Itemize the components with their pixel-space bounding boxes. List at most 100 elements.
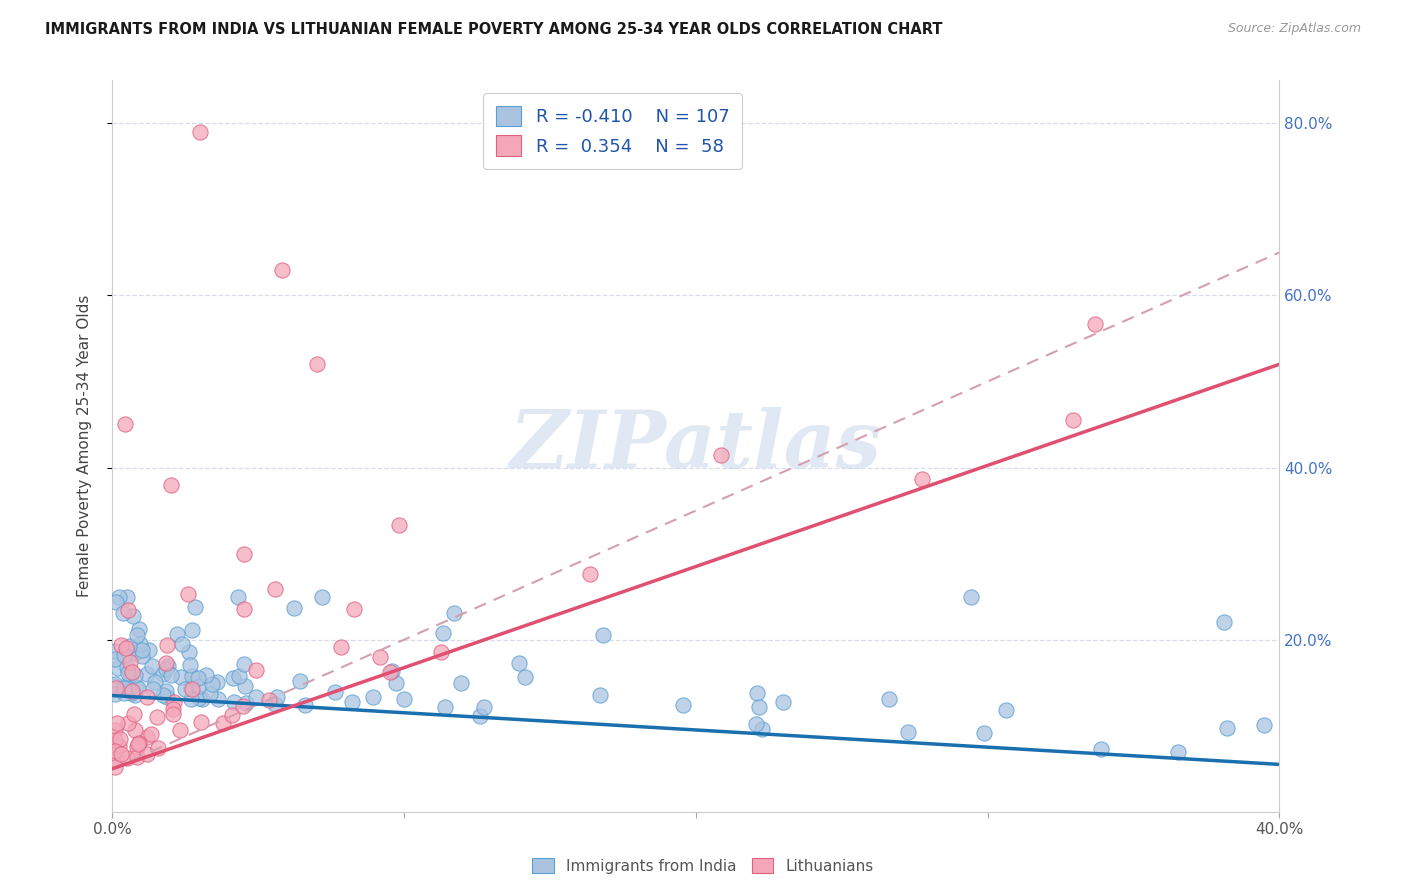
- Point: [128, 636, 150, 650]
- Point: [233, 679, 256, 693]
- Point: [263, 698, 285, 712]
- Point: [120, 685, 142, 699]
- Point: [155, 684, 177, 698]
- Point: [381, 665, 404, 679]
- Point: [710, 449, 733, 463]
- Point: [117, 681, 139, 696]
- Point: [194, 668, 217, 682]
- Point: [235, 697, 257, 711]
- Point: [104, 681, 127, 695]
- Point: [283, 600, 305, 615]
- Point: [200, 687, 222, 701]
- Point: [263, 582, 285, 596]
- Point: [110, 638, 132, 652]
- Point: [330, 640, 353, 654]
- Point: [112, 686, 135, 700]
- Point: [1167, 745, 1189, 759]
- Text: ZIPatlas: ZIPatlas: [510, 408, 882, 484]
- Point: [188, 679, 211, 693]
- Point: [877, 692, 900, 706]
- Point: [232, 698, 254, 713]
- Point: [122, 706, 145, 721]
- Point: [434, 699, 457, 714]
- Point: [104, 644, 127, 658]
- Point: [146, 740, 169, 755]
- Point: [136, 730, 159, 744]
- Point: [163, 694, 186, 708]
- Point: [104, 680, 127, 694]
- Point: [672, 698, 695, 713]
- Point: [174, 682, 197, 697]
- Point: [117, 665, 139, 680]
- Point: [156, 638, 179, 652]
- Point: [127, 737, 149, 751]
- Point: [429, 645, 451, 659]
- Point: [180, 669, 202, 683]
- Point: [160, 668, 183, 682]
- Point: [205, 674, 228, 689]
- Point: [166, 627, 188, 641]
- Point: [160, 477, 183, 491]
- Point: [156, 690, 179, 704]
- Point: [233, 657, 256, 671]
- Point: [170, 670, 193, 684]
- Point: [125, 681, 148, 695]
- Point: [124, 646, 146, 660]
- Point: [191, 692, 214, 706]
- Point: [172, 637, 194, 651]
- Point: [155, 662, 177, 676]
- Point: [959, 590, 981, 604]
- Point: [995, 702, 1018, 716]
- Point: [117, 603, 139, 617]
- Point: [288, 673, 311, 688]
- Point: [122, 609, 145, 624]
- Point: [1084, 317, 1107, 331]
- Point: [135, 690, 157, 705]
- Point: [179, 657, 201, 672]
- Point: [177, 645, 200, 659]
- Point: [232, 602, 254, 616]
- Point: [245, 690, 267, 705]
- Point: [125, 628, 148, 642]
- Text: IMMIGRANTS FROM INDIA VS LITHUANIAN FEMALE POVERTY AMONG 25-34 YEAR OLDS CORRELA: IMMIGRANTS FROM INDIA VS LITHUANIAN FEMA…: [45, 22, 942, 37]
- Point: [897, 725, 920, 739]
- Point: [221, 671, 243, 685]
- Point: [112, 681, 135, 695]
- Point: [747, 686, 769, 700]
- Point: [207, 692, 229, 706]
- Point: [513, 670, 536, 684]
- Point: [443, 606, 465, 620]
- Point: [105, 752, 128, 766]
- Point: [180, 681, 202, 696]
- Point: [124, 723, 146, 737]
- Point: [323, 685, 346, 699]
- Point: [141, 727, 163, 741]
- Point: [107, 716, 129, 731]
- Point: [121, 684, 143, 698]
- Point: [226, 590, 249, 604]
- Point: [108, 739, 131, 753]
- Point: [131, 648, 153, 663]
- Point: [152, 667, 174, 681]
- Point: [468, 708, 491, 723]
- Y-axis label: Female Poverty Among 25-34 Year Olds: Female Poverty Among 25-34 Year Olds: [77, 295, 91, 597]
- Point: [104, 677, 127, 691]
- Point: [104, 687, 127, 701]
- Point: [368, 649, 391, 664]
- Point: [472, 700, 495, 714]
- Point: [1062, 413, 1084, 427]
- Point: [124, 688, 146, 702]
- Point: [115, 641, 138, 656]
- Point: [125, 740, 148, 755]
- Point: [190, 714, 212, 729]
- Point: [112, 648, 135, 663]
- Point: [136, 747, 159, 761]
- Point: [110, 747, 132, 762]
- Point: [107, 590, 129, 604]
- Point: [343, 602, 366, 616]
- Point: [211, 716, 233, 731]
- Point: [187, 671, 209, 685]
- Legend: Immigrants from India, Lithuanians: Immigrants from India, Lithuanians: [526, 852, 880, 880]
- Point: [392, 692, 415, 706]
- Point: [380, 665, 402, 679]
